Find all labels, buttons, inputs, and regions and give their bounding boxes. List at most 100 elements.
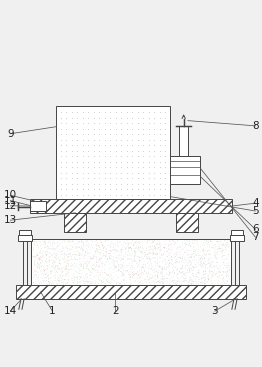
Point — [179, 256, 183, 262]
Point — [42, 265, 46, 271]
Point — [47, 239, 51, 245]
Point — [99, 272, 103, 278]
Point — [88, 279, 92, 285]
Point — [57, 266, 61, 272]
Point — [130, 247, 134, 253]
Point — [116, 275, 120, 280]
Point — [32, 260, 37, 266]
Point — [173, 254, 177, 260]
Point — [203, 272, 207, 277]
Point — [76, 265, 80, 270]
Point — [34, 262, 38, 268]
Point — [39, 251, 43, 257]
Point — [218, 269, 222, 275]
Point — [208, 251, 212, 257]
Point — [77, 269, 81, 275]
Point — [94, 268, 98, 273]
Point — [227, 237, 231, 243]
Point — [52, 266, 56, 272]
Point — [211, 258, 215, 264]
Point — [181, 247, 185, 253]
Point — [133, 257, 137, 263]
Point — [59, 277, 63, 283]
Point — [44, 275, 48, 281]
Point — [111, 247, 116, 252]
Point — [221, 268, 226, 274]
Point — [102, 276, 106, 282]
Point — [160, 265, 164, 270]
Point — [103, 244, 107, 250]
Point — [94, 243, 98, 249]
Point — [133, 258, 137, 264]
Point — [173, 280, 177, 286]
Point — [196, 271, 200, 277]
Point — [49, 246, 53, 251]
Point — [108, 243, 113, 249]
Point — [169, 254, 173, 259]
Point — [79, 262, 83, 268]
Point — [119, 248, 123, 254]
Point — [183, 279, 187, 285]
Point — [154, 244, 158, 250]
Point — [38, 255, 42, 261]
Point — [142, 268, 146, 274]
Point — [199, 259, 203, 265]
Point — [160, 266, 164, 272]
Point — [108, 251, 112, 257]
Point — [173, 265, 178, 271]
Point — [103, 239, 107, 244]
Point — [51, 281, 56, 287]
Point — [92, 252, 97, 258]
Point — [39, 253, 43, 259]
Point — [180, 254, 184, 259]
Point — [197, 247, 201, 253]
Point — [54, 252, 58, 258]
Point — [187, 268, 191, 274]
Point — [225, 269, 230, 275]
Point — [128, 250, 132, 256]
Point — [44, 252, 48, 258]
Point — [41, 278, 46, 284]
Point — [62, 251, 66, 257]
Point — [206, 277, 211, 283]
Point — [46, 279, 51, 284]
Point — [46, 238, 51, 244]
Point — [95, 248, 100, 254]
Point — [133, 253, 137, 259]
Point — [43, 266, 48, 272]
Point — [61, 281, 65, 287]
Point — [108, 266, 113, 272]
Point — [92, 262, 96, 268]
Point — [73, 261, 77, 266]
Point — [203, 239, 207, 245]
Point — [125, 268, 129, 274]
Point — [157, 279, 161, 284]
Point — [182, 278, 186, 284]
Point — [150, 251, 154, 257]
Point — [188, 239, 192, 244]
Point — [179, 255, 183, 261]
Point — [71, 252, 75, 258]
Point — [140, 256, 144, 262]
Point — [203, 252, 208, 258]
Point — [116, 261, 120, 267]
Point — [176, 276, 181, 281]
Point — [142, 262, 146, 268]
Point — [167, 256, 171, 262]
Point — [71, 245, 75, 251]
Point — [137, 271, 141, 277]
Point — [191, 279, 195, 285]
Point — [158, 279, 162, 285]
Point — [60, 240, 64, 246]
Point — [37, 265, 41, 270]
Text: 8: 8 — [252, 121, 259, 131]
Point — [160, 252, 165, 258]
Point — [131, 279, 135, 285]
Point — [85, 264, 89, 270]
Point — [221, 246, 226, 252]
Point — [32, 242, 37, 248]
Point — [211, 259, 215, 265]
Point — [103, 271, 108, 277]
Point — [221, 279, 225, 285]
Point — [80, 262, 84, 268]
